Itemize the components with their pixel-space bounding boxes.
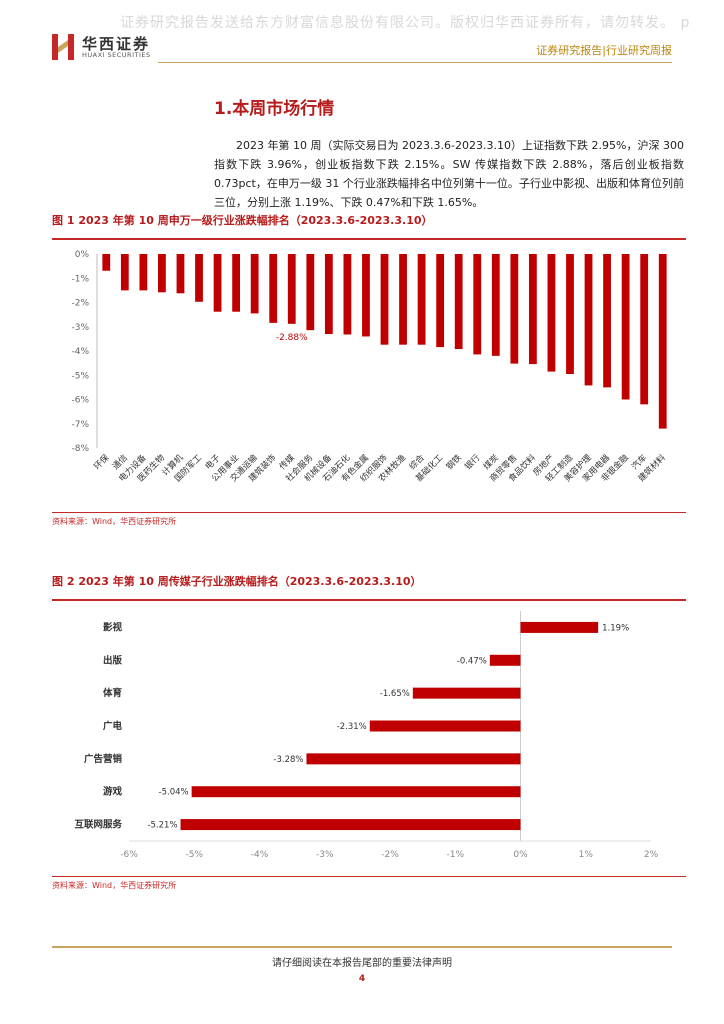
- x-tick-label: -4%: [251, 850, 269, 860]
- y-tick-label: -4%: [71, 347, 89, 357]
- y-tick-label: -7%: [71, 420, 89, 430]
- category-label: 体育: [103, 687, 123, 699]
- page-number: 4: [358, 974, 366, 984]
- market-summary-paragraph: 2023 年第 10 周（实际交易日为 2023.3.6-2023.3.10）上…: [214, 139, 684, 209]
- figure1-title: 图 1 2023 年第 10 周申万一级行业涨跌幅排名（2023.3.6-202…: [52, 214, 433, 227]
- bar: [566, 254, 574, 375]
- bar: [412, 687, 521, 699]
- data-label: -0.47%: [457, 656, 487, 666]
- bar: [399, 254, 407, 345]
- bar: [195, 254, 203, 302]
- data-label: 1.19%: [602, 623, 629, 633]
- y-tick-label: -6%: [71, 396, 89, 406]
- category-label: 游戏: [103, 786, 123, 798]
- x-tick-label: 2%: [644, 850, 659, 860]
- category-label: 出版: [103, 654, 123, 666]
- category-label: 影视: [103, 621, 123, 633]
- category-label: 互联网服务: [74, 819, 122, 831]
- category-label: 广电: [103, 720, 123, 732]
- logo-text-cn: 华西证券: [82, 35, 151, 53]
- watermark: 证券研究报告发送给东方财富信息股份有限公司。版权归华西证券所有，请勿转发。 p: [120, 15, 691, 31]
- figure2-top-rule: [52, 599, 686, 601]
- bar: [621, 254, 630, 400]
- bar: [180, 819, 521, 831]
- figure1-bottom-rule: [52, 512, 686, 513]
- x-tick-label: -1%: [446, 850, 464, 860]
- data-label: -3.28%: [273, 755, 303, 765]
- header-divider: [158, 62, 672, 63]
- figure2-title: 图 2 2023 年第 10 周传媒子行业涨跌幅排名（2023.3.6-2023…: [52, 575, 422, 588]
- category-label: 广告营销: [84, 753, 123, 765]
- bar: [528, 254, 537, 365]
- bar: [380, 254, 389, 345]
- bar: [232, 254, 241, 312]
- bar: [287, 254, 296, 324]
- section-title: 1.本周市场行情: [214, 99, 335, 119]
- data-label: -5.04%: [159, 788, 189, 798]
- category-label: 钢铁: [444, 452, 464, 472]
- bar: [603, 254, 611, 388]
- data-label: -5.21%: [147, 821, 177, 831]
- logo-text-en: HUAXI SECURITIES: [82, 51, 151, 59]
- figure1-source: 资料来源：Wind，华西证券研究所: [52, 517, 177, 526]
- y-tick-label: -5%: [71, 371, 89, 381]
- legal-notice: 请仔细阅读在本报告尾部的重要法律声明: [272, 958, 452, 969]
- bar: [269, 254, 278, 323]
- x-tick-label: -3%: [316, 850, 334, 860]
- data-label: -2.31%: [337, 722, 367, 732]
- bar: [306, 254, 315, 331]
- bar: [658, 254, 667, 429]
- data-label: -2.88%: [276, 333, 308, 343]
- bar: [102, 254, 111, 271]
- y-tick-label: 0%: [75, 250, 90, 260]
- bar: [139, 254, 148, 291]
- bar: [250, 254, 259, 314]
- bar: [306, 753, 521, 765]
- figure1-top-rule: [52, 238, 686, 240]
- bar: [473, 254, 482, 355]
- bar: [584, 254, 593, 386]
- bar: [362, 254, 370, 337]
- footer-divider: [52, 946, 672, 948]
- bar: [491, 254, 500, 356]
- bar: [158, 254, 166, 293]
- y-tick-label: -3%: [71, 323, 89, 333]
- bar: [640, 254, 649, 405]
- category-label: 银行: [463, 452, 483, 472]
- report-type: 证券研究报告|行业研究周报: [536, 44, 672, 57]
- media-subsector-chart: -6% -5% -4% -3% -2% -1% 0% 1% 2% 影视 1.19% 出版 -0.47% 体…: [74, 611, 659, 860]
- bar: [120, 254, 129, 291]
- bar: [520, 621, 599, 633]
- y-tick-label: -8%: [71, 444, 89, 454]
- industry-ranking-chart: 0%-1%-2%-3%-4%-5%-6%-7%-8%环保 通信电力设备医药生物计算…: [71, 250, 668, 484]
- bar: [454, 254, 463, 350]
- x-tick-label: -5%: [185, 850, 203, 860]
- bar: [213, 254, 222, 312]
- y-tick-label: -2%: [71, 299, 89, 309]
- bar: [191, 786, 521, 798]
- bar: [547, 254, 556, 372]
- bar: [176, 254, 185, 294]
- bar: [436, 254, 445, 348]
- bar: [369, 720, 521, 732]
- x-tick-label: 1%: [579, 850, 594, 860]
- figure2-source: 资料来源：Wind，华西证券研究所: [52, 881, 177, 890]
- bar: [510, 254, 519, 364]
- x-tick-label: -6%: [120, 850, 138, 860]
- bar: [417, 254, 426, 345]
- data-label: -1.65%: [380, 689, 410, 699]
- category-label: 环保: [92, 452, 112, 472]
- bar: [324, 254, 333, 335]
- x-tick-label: 0%: [513, 850, 528, 860]
- figure2-bottom-rule: [52, 876, 686, 877]
- bar: [489, 654, 521, 666]
- bar: [343, 254, 352, 335]
- x-tick-label: -2%: [381, 850, 399, 860]
- huaxi-logo-icon: [52, 34, 74, 60]
- y-tick-label: -1%: [71, 274, 89, 284]
